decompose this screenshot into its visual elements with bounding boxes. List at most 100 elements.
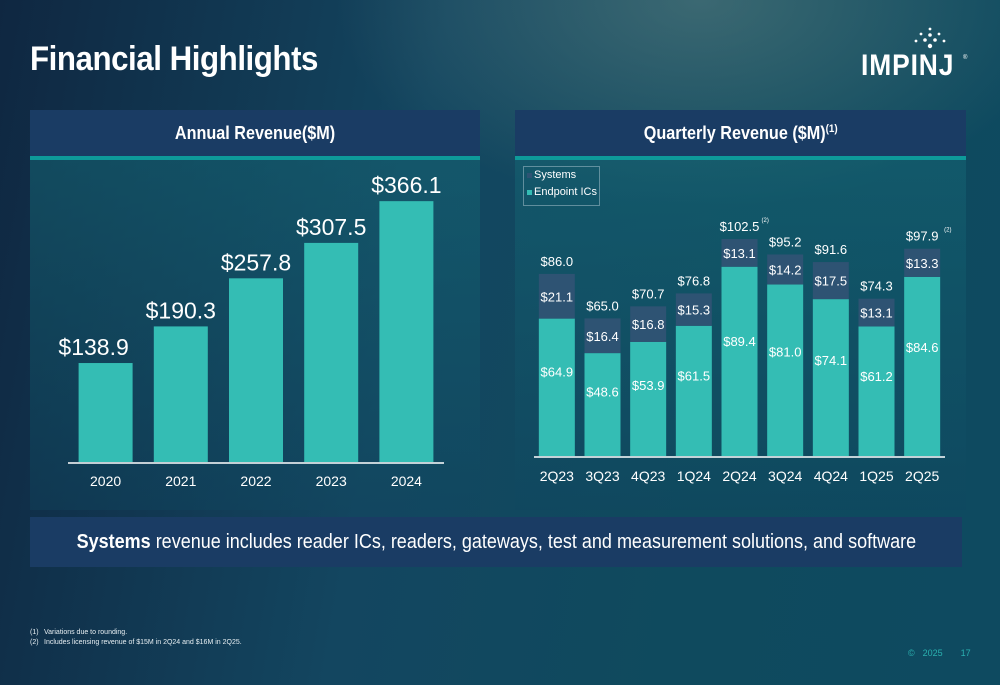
- quarterly-revenue-panel: Quarterly Revenue ($M)(1) $64.9 $21.1 $86.…: [515, 110, 966, 510]
- systems-bar-4Q24: [812, 262, 849, 300]
- endpoint-ics-bar-3Q24: [767, 284, 804, 456]
- footnote-item: (2) Includes licensing revenue of $15M in…: [30, 638, 242, 648]
- footnote-number: (2): [30, 639, 39, 646]
- x-tick-label: 2Q24: [722, 468, 756, 484]
- footnote-text: Variations due to rounding.: [44, 629, 128, 636]
- endpoint-ics-value-label: $64.9: [541, 364, 574, 379]
- systems-value-label: $13.1: [723, 246, 756, 261]
- annual-bar-2023: [304, 242, 359, 462]
- endpoint-ics-bar-4Q24: [812, 299, 849, 456]
- systems-value-label: $15.3: [678, 303, 711, 318]
- annual-revenue-header: Annual Revenue($M): [30, 110, 480, 156]
- systems-value-label: $13.1: [860, 306, 893, 321]
- annual-revenue-title: Annual Revenue($M): [174, 122, 336, 143]
- annual-bar-2024: [379, 201, 434, 462]
- total-value-label: $74.3: [860, 279, 893, 294]
- x-tick-label: 2022: [240, 473, 271, 489]
- bar-value-label: $307.5: [296, 214, 366, 240]
- note-bold-term: Systems: [76, 530, 151, 553]
- endpoint-ics-value-label: $53.9: [632, 378, 665, 393]
- total-value-label: $91.6: [815, 242, 848, 257]
- x-tick-label: 1Q25: [859, 468, 893, 484]
- quarterly-revenue-title: Quarterly Revenue ($M): [643, 122, 826, 143]
- systems-value-label: $13.3: [906, 256, 939, 271]
- annual-revenue-panel: Annual Revenue($M) $138.9 2020 $190.3 2021 $…: [30, 110, 480, 510]
- systems-value-label: $14.2: [769, 262, 802, 277]
- legend-label: Endpoint ICs: [534, 186, 597, 198]
- legend-swatch-systems: [527, 173, 532, 178]
- systems-bar-3Q23: [584, 318, 621, 354]
- systems-value-label: $16.4: [586, 329, 619, 344]
- endpoint-ics-value-label: $61.5: [678, 368, 711, 383]
- bar-value-label: $190.3: [146, 297, 216, 323]
- systems-value-label: $21.1: [541, 289, 574, 304]
- x-tick-label: 2023: [316, 473, 347, 489]
- total-value-label: $76.8: [678, 273, 711, 288]
- quarterly-revenue-chart: $64.9 $21.1 $86.0 2Q23 $48.6 $16.4 $65.0 3Q23 $5…: [534, 218, 952, 484]
- total-value-label: $86.0: [541, 254, 574, 269]
- logo-wordmark: IMPINJ: [861, 49, 955, 82]
- copyright-year: 2025: [922, 648, 943, 658]
- legend-item-systems: Systems: [527, 167, 599, 184]
- total-footnote-ref: (2): [762, 218, 769, 224]
- systems-bar-1Q24: [675, 293, 712, 326]
- legend-item-endpoint-ics: Endpoint ICs: [527, 184, 599, 201]
- systems-note-banner: Systems revenue includes reader ICs, rea…: [30, 517, 962, 567]
- quarterly-revenue-header: Quarterly Revenue ($M)(1): [515, 110, 966, 156]
- total-value-label: $102.5: [720, 219, 760, 234]
- total-value-label: $95.2: [769, 234, 802, 249]
- x-tick-label: 1Q24: [677, 468, 711, 484]
- endpoint-ics-value-label: $84.6: [906, 340, 939, 355]
- endpoint-ics-bar-3Q23: [584, 353, 621, 456]
- endpoint-ics-bar-2Q24: [721, 266, 758, 456]
- footnote-number: (1): [30, 629, 39, 636]
- endpoint-ics-bar-1Q24: [675, 325, 712, 456]
- systems-bar-1Q25: [858, 298, 895, 327]
- endpoint-ics-bar-2Q25: [904, 276, 941, 456]
- systems-bar-2Q24: [721, 239, 758, 267]
- systems-bar-4Q23: [630, 306, 667, 342]
- endpoint-ics-value-label: $89.4: [723, 334, 756, 349]
- total-value-label: $70.7: [632, 286, 665, 301]
- logo-dots-icon: [914, 27, 946, 49]
- page-number: 17: [960, 648, 971, 658]
- registered-mark: ®: [963, 55, 968, 61]
- endpoint-ics-value-label: $48.6: [586, 384, 619, 399]
- bar-value-label: $257.8: [221, 249, 291, 275]
- footnote-text: Includes licensing revenue of $15M in 2Q…: [44, 639, 242, 646]
- endpoint-ics-value-label: $81.0: [769, 345, 802, 360]
- systems-bar-2Q25: [904, 248, 941, 277]
- chart-legend: Systems Endpoint ICs: [523, 166, 600, 206]
- legend-label: Systems: [534, 169, 577, 181]
- systems-bar-2Q23: [538, 273, 575, 319]
- x-tick-label: 4Q24: [814, 468, 848, 484]
- header-accent-rule: [30, 156, 480, 160]
- annual-revenue-chart: $138.9 2020 $190.3 2021 $257.8 2022 $307.5 2023…: [58, 172, 444, 489]
- endpoint-ics-value-label: $74.1: [815, 353, 848, 368]
- note-text: revenue includes reader ICs, readers, ga…: [150, 530, 916, 553]
- endpoint-ics-bar-2Q23: [538, 318, 575, 456]
- page-title: Financial Highlights: [30, 40, 318, 78]
- x-tick-label: 2Q25: [905, 468, 939, 484]
- title-footnote-ref: (1): [825, 122, 838, 135]
- impinj-logo: IMPINJ ®: [858, 25, 968, 82]
- systems-value-label: $17.5: [815, 274, 848, 289]
- x-tick-label: 2024: [391, 473, 422, 489]
- systems-value-label: $16.8: [632, 317, 665, 332]
- x-tick-label: 2020: [90, 473, 121, 489]
- total-value-label: $65.0: [586, 298, 619, 313]
- endpoint-ics-value-label: $61.2: [860, 369, 893, 384]
- annual-bar-2021: [153, 326, 208, 462]
- systems-bar-3Q24: [767, 254, 804, 285]
- annual-bar-2020: [78, 363, 133, 462]
- endpoint-ics-bar-1Q25: [858, 326, 895, 456]
- legend-swatch-endpoint-ics: [527, 190, 532, 195]
- x-tick-label: 2Q23: [540, 468, 574, 484]
- total-footnote-ref: (2): [944, 228, 951, 234]
- annual-bar-2022: [229, 278, 283, 462]
- footnotes: (1) Variations due to rounding. (2) Includ…: [30, 628, 242, 648]
- x-tick-label: 3Q24: [768, 468, 802, 484]
- copyright-symbol: ©: [908, 648, 915, 658]
- footnote-item: (1) Variations due to rounding.: [30, 628, 242, 638]
- total-value-label: $97.9: [906, 229, 939, 244]
